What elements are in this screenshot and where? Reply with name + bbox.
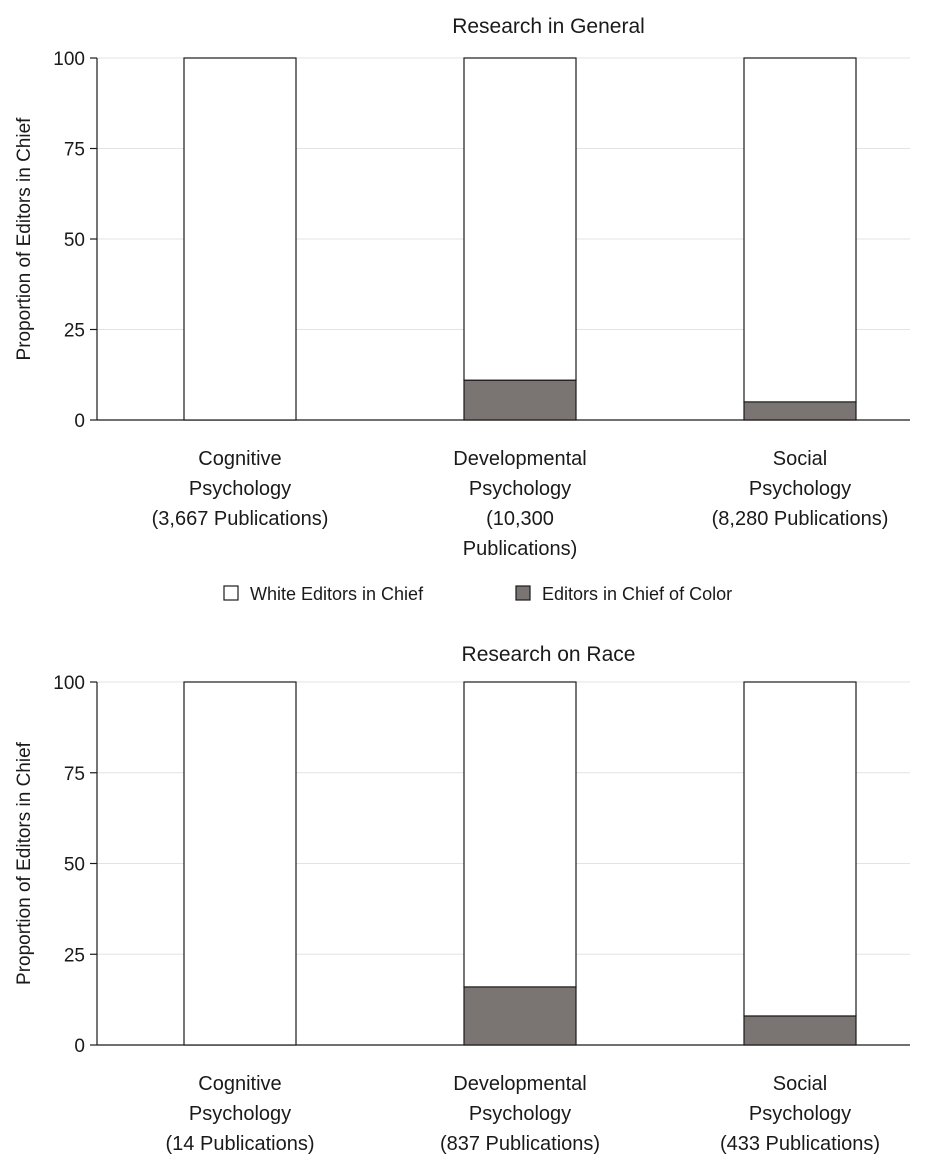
y-tick-label: 75	[64, 764, 85, 785]
category-label-line: (837 Publications)	[440, 1133, 600, 1155]
category-label-line: (3,667 Publications)	[152, 508, 329, 530]
category-label-line: Social	[773, 1073, 827, 1095]
bar-segment	[743, 1015, 857, 1046]
category-label: Developmental Psychology (10,300 Publicatio…	[453, 448, 586, 560]
y-axis-label: Proportion of Editors in Chief	[14, 741, 35, 985]
category-label-line: Psychology	[469, 478, 571, 500]
category-label: Cognitive Psychology (3,667 Publications)	[152, 448, 329, 530]
category-label: Social Psychology (8,280 Publications)	[712, 448, 889, 530]
y-tick-label: 25	[64, 321, 85, 342]
category-label: Cognitive Psychology (14 Publications)	[166, 1073, 315, 1155]
chart-title: Research on Race	[462, 643, 636, 666]
y-tick-label: 25	[64, 945, 85, 966]
bar-segment	[463, 57, 577, 381]
y-tick-label: 75	[64, 140, 85, 161]
category-label-line: Psychology	[189, 478, 291, 500]
category-label: Developmental Psychology (837 Publications…	[440, 1073, 600, 1155]
bar-segment	[743, 57, 857, 403]
legend-swatch	[515, 585, 531, 601]
category-label-line: (14 Publications)	[166, 1133, 315, 1155]
category-label-line: Developmental	[453, 1073, 586, 1095]
bar-segment	[183, 57, 297, 421]
panel-research-in-general: Research in General Proportion of Editors…	[14, 15, 910, 560]
y-tick-label: 100	[53, 673, 85, 694]
y-axis-label: Proportion of Editors in Chief	[14, 117, 35, 361]
category-label-line: Psychology	[189, 1103, 291, 1125]
category-label-line: Publications)	[463, 538, 578, 560]
legend: White Editors in Chief Editors in Chief o…	[223, 584, 732, 604]
category-label-line: Psychology	[749, 478, 851, 500]
legend-label: Editors in Chief of Color	[542, 584, 732, 604]
legend-swatch	[223, 585, 239, 601]
category-label-line: Psychology	[749, 1103, 851, 1125]
y-tick-label: 0	[74, 411, 85, 432]
bar-segment	[743, 681, 857, 1017]
bar-segment	[463, 379, 577, 421]
y-tick-label: 50	[64, 230, 85, 251]
chart-title: Research in General	[452, 15, 645, 38]
y-tick-label: 0	[74, 1036, 85, 1057]
category-label-line: (10,300	[486, 508, 554, 530]
category-label-line: (8,280 Publications)	[712, 508, 889, 530]
y-tick-label: 100	[53, 49, 85, 70]
category-label: Social Psychology (433 Publications)	[720, 1073, 880, 1155]
category-label-line: Psychology	[469, 1103, 571, 1125]
panel-research-on-race: Research on Race Proportion of Editors in…	[14, 643, 910, 1155]
category-label-line: Developmental	[453, 448, 586, 470]
bar-segment	[463, 681, 577, 988]
legend-label: White Editors in Chief	[250, 584, 424, 604]
bar-segment	[743, 401, 857, 421]
y-tick-label: 50	[64, 855, 85, 876]
bar-segment	[183, 681, 297, 1046]
category-label-line: (433 Publications)	[720, 1133, 880, 1155]
bar-segment	[463, 986, 577, 1046]
category-label-line: Cognitive	[198, 1073, 281, 1095]
category-label-line: Social	[773, 448, 827, 470]
category-label-line: Cognitive	[198, 448, 281, 470]
